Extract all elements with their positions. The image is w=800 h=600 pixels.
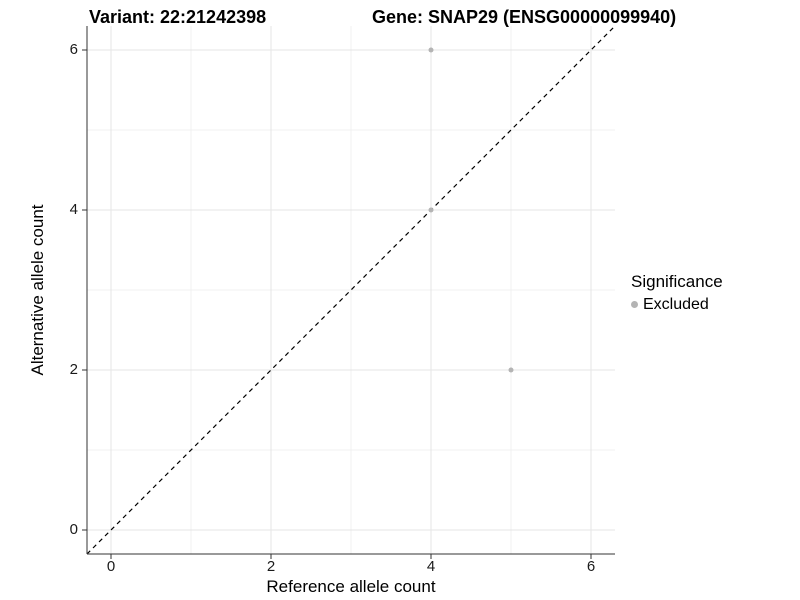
x-tick-label: 0	[106, 558, 116, 575]
legend-item-label: Excluded	[643, 296, 709, 313]
y-tick-label: 4	[69, 201, 78, 218]
legend: Significance Excluded	[631, 272, 723, 314]
y-tick-label: 2	[69, 361, 78, 378]
data-point	[508, 367, 514, 373]
legend-title: Significance	[631, 272, 723, 291]
identity-dashed-line	[86, 25, 616, 555]
variant-title: Variant: 22:21242398	[89, 7, 267, 27]
data-point	[428, 207, 434, 213]
y-tick-label: 6	[69, 41, 78, 58]
x-axis-title: Reference allele count	[266, 577, 436, 596]
x-tick-label: 2	[266, 558, 276, 575]
legend-point-icon	[631, 301, 638, 308]
y-axis-title: Alternative allele count	[28, 204, 47, 376]
x-tick-label: 4	[426, 558, 436, 575]
data-point	[428, 47, 434, 53]
gene-title: Gene: SNAP29 (ENSG00000099940)	[372, 7, 677, 27]
x-tick-label: 6	[586, 558, 596, 575]
y-tick-label: 0	[69, 521, 78, 538]
legend-item-excluded: Excluded	[631, 295, 723, 314]
